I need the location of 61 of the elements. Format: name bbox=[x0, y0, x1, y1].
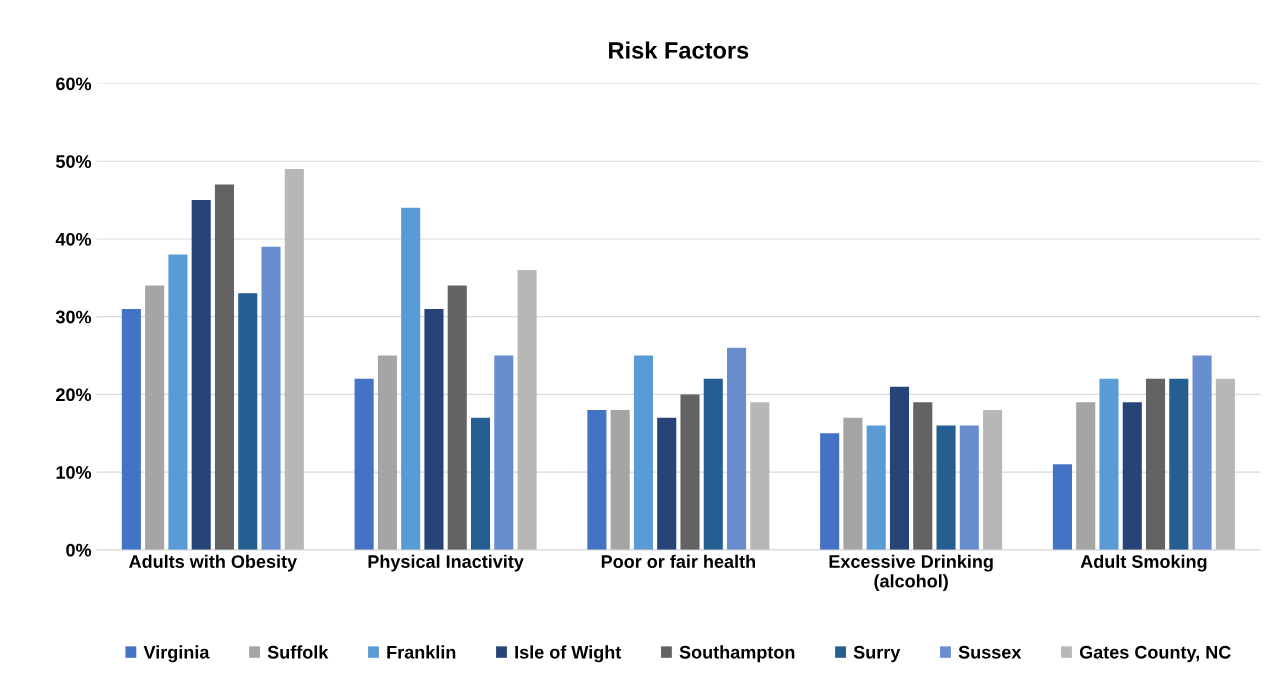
x-tick-label: Excessive Drinking (alcohol) bbox=[829, 554, 993, 592]
chart-title: Risk Factors bbox=[609, 41, 749, 59]
legend-label: Sussex bbox=[958, 645, 1022, 659]
bar bbox=[238, 293, 258, 550]
x-tick-label: Adult Smoking bbox=[1080, 554, 1207, 572]
legend-label: Isle of Wight bbox=[515, 645, 622, 663]
legend-label: Franklin bbox=[387, 645, 456, 659]
x-tick-label: Adults with Obesity bbox=[129, 554, 298, 572]
bar bbox=[820, 433, 840, 550]
bar bbox=[1052, 464, 1072, 550]
bar bbox=[517, 270, 537, 550]
bar bbox=[657, 417, 677, 550]
bar bbox=[377, 355, 397, 550]
y-tick-label: 40% bbox=[55, 232, 92, 246]
bar bbox=[284, 169, 304, 550]
bar bbox=[121, 308, 141, 550]
bar bbox=[913, 402, 933, 550]
legend-label: Virginia bbox=[143, 645, 210, 663]
bar bbox=[1215, 378, 1235, 550]
bar bbox=[1099, 378, 1119, 550]
y-tick-label: 10% bbox=[56, 466, 92, 479]
bar bbox=[424, 308, 444, 550]
bar bbox=[703, 378, 723, 550]
bar bbox=[959, 425, 979, 550]
y-tick-label: 0% bbox=[66, 543, 92, 557]
bar bbox=[727, 347, 747, 550]
bar bbox=[261, 246, 281, 550]
y-tick-label: 20% bbox=[56, 388, 92, 402]
bar bbox=[447, 285, 467, 550]
bar bbox=[354, 378, 374, 550]
bar bbox=[936, 425, 956, 550]
bar bbox=[610, 409, 630, 550]
bar bbox=[587, 409, 607, 550]
bar bbox=[168, 254, 188, 550]
bar bbox=[633, 355, 653, 550]
y-tick-label: 60% bbox=[56, 77, 92, 91]
bar bbox=[1122, 402, 1142, 550]
bar bbox=[750, 402, 770, 550]
bar bbox=[680, 394, 700, 550]
bar bbox=[1145, 378, 1166, 550]
bar bbox=[1169, 378, 1189, 550]
legend-label: Southampton bbox=[679, 645, 795, 663]
bar bbox=[1192, 355, 1212, 550]
bar bbox=[843, 417, 863, 550]
legend-label: Suffolk bbox=[267, 645, 329, 659]
bar bbox=[401, 207, 421, 550]
bar bbox=[494, 355, 514, 550]
y-tick-label: 30% bbox=[55, 310, 92, 324]
y-tick-label: 50% bbox=[56, 155, 92, 168]
bar bbox=[889, 386, 910, 550]
bar bbox=[866, 425, 886, 550]
bar bbox=[145, 285, 165, 550]
bar bbox=[214, 184, 235, 550]
x-tick-label: Poor or fair health bbox=[601, 554, 755, 568]
bar bbox=[470, 417, 491, 550]
bar bbox=[191, 200, 211, 550]
bar bbox=[983, 409, 1003, 550]
legend-label: Surry bbox=[853, 645, 901, 663]
bar bbox=[1076, 402, 1096, 550]
x-tick-label: Physical Inactivity bbox=[368, 554, 524, 572]
legend-label: Gates County, NC bbox=[1079, 645, 1231, 663]
